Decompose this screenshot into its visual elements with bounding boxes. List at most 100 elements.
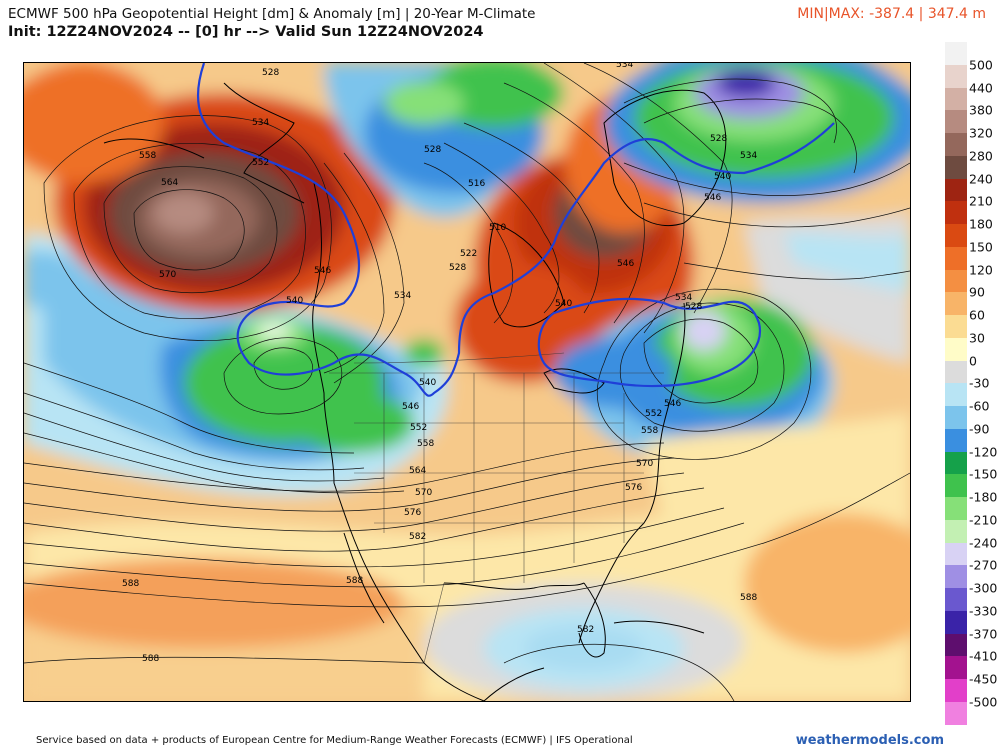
contour-label: 528 bbox=[685, 302, 702, 312]
colorbar-label: 210 bbox=[969, 193, 993, 209]
contour-label: 516 bbox=[468, 179, 485, 189]
contour-label: 510 bbox=[489, 223, 506, 233]
colorbar-label: 280 bbox=[969, 148, 993, 164]
colorbar-label: 90 bbox=[969, 284, 985, 300]
contour-label: 582 bbox=[577, 625, 594, 635]
colorbar-label: -300 bbox=[969, 580, 998, 596]
contour-label: 588 bbox=[740, 593, 757, 603]
colorbar-swatch bbox=[945, 64, 967, 88]
anomaly-colorbar bbox=[945, 42, 967, 732]
colorbar-swatch bbox=[945, 360, 967, 384]
colorbar-swatch bbox=[945, 383, 967, 407]
init-valid-time: Init: 12Z24NOV2024 -- [0] hr --> Valid S… bbox=[8, 24, 484, 40]
colorbar-label: -210 bbox=[969, 512, 998, 528]
chart-title: ECMWF 500 hPa Geopotential Height [dm] &… bbox=[8, 6, 536, 22]
contour-label: 528 bbox=[449, 263, 466, 273]
contour-label: 558 bbox=[139, 151, 156, 161]
colorbar-swatch bbox=[945, 246, 967, 270]
colorbar-swatch bbox=[945, 133, 967, 157]
contour-label: 570 bbox=[636, 459, 653, 469]
colorbar-swatch bbox=[945, 633, 967, 657]
contour-label: 534 bbox=[616, 63, 633, 70]
contour-label: 534 bbox=[252, 118, 269, 128]
colorbar-label: 380 bbox=[969, 102, 993, 118]
source-attribution: Service based on data + products of Euro… bbox=[36, 735, 633, 746]
colorbar-label: 0 bbox=[969, 353, 977, 368]
colorbar-swatch bbox=[945, 87, 967, 111]
colorbar-swatch bbox=[945, 656, 967, 680]
colorbar-swatch bbox=[945, 292, 967, 316]
political-borders bbox=[329, 352, 664, 664]
contour-label: 546 bbox=[617, 259, 634, 269]
colorbar-label: -270 bbox=[969, 557, 998, 573]
highlight-contours bbox=[196, 63, 835, 397]
colorbar-swatch bbox=[945, 610, 967, 634]
contour-label: 540 bbox=[419, 378, 436, 388]
colorbar-swatch bbox=[945, 224, 967, 248]
anomaly-map: 528 534 558 552 564 570 546 540 534 540 … bbox=[23, 62, 911, 702]
colorbar-label: -180 bbox=[969, 489, 998, 505]
contour-label: 558 bbox=[417, 439, 434, 449]
colorbar-label: 30 bbox=[969, 330, 985, 346]
colorbar-swatch bbox=[945, 519, 967, 543]
colorbar-swatch bbox=[945, 497, 967, 521]
colorbar-label: 60 bbox=[969, 307, 985, 323]
contour-label: 546 bbox=[402, 402, 419, 412]
contour-label: 540 bbox=[714, 172, 731, 182]
contour-label: 564 bbox=[409, 466, 426, 476]
contour-label: 570 bbox=[159, 270, 176, 280]
contour-label: 564 bbox=[161, 178, 178, 188]
colorbar-swatch bbox=[945, 701, 967, 725]
min-max-readout: MIN|MAX: -387.4 | 347.4 m bbox=[797, 6, 986, 22]
contour-label: 552 bbox=[645, 409, 662, 419]
colorbar-swatch bbox=[945, 588, 967, 612]
colorbar-swatch bbox=[945, 155, 967, 179]
contour-label: 540 bbox=[555, 299, 572, 309]
colorbar-label: 500 bbox=[969, 57, 993, 73]
height-contours bbox=[24, 63, 910, 701]
contour-label: 558 bbox=[641, 426, 658, 436]
contour-labels: 528 534 558 552 564 570 546 540 534 540 … bbox=[122, 63, 757, 664]
colorbar-label: -60 bbox=[969, 398, 990, 414]
colorbar-label: -90 bbox=[969, 421, 990, 437]
contour-label: 588 bbox=[142, 654, 159, 664]
anomaly-shading bbox=[24, 63, 910, 701]
contour-label: 534 bbox=[675, 293, 692, 303]
colorbar-swatch bbox=[945, 178, 967, 202]
contour-label: 576 bbox=[625, 483, 642, 493]
colorbar-label: -240 bbox=[969, 535, 998, 550]
contour-label: 552 bbox=[410, 423, 427, 433]
colorbar-swatch bbox=[945, 110, 967, 134]
site-credit: weathermodels.com bbox=[795, 733, 944, 748]
contour-label: 528 bbox=[710, 134, 727, 144]
colorbar-label: -450 bbox=[969, 671, 998, 687]
colorbar-swatch bbox=[945, 565, 967, 589]
coastlines bbox=[103, 82, 727, 701]
colorbar-label: -410 bbox=[969, 648, 998, 664]
colorbar-swatch bbox=[945, 428, 967, 452]
colorbar-swatch bbox=[945, 201, 967, 225]
contour-label: 528 bbox=[424, 145, 441, 155]
colorbar-label: -330 bbox=[969, 603, 998, 619]
colorbar-label: -30 bbox=[969, 375, 990, 391]
contour-label: 582 bbox=[409, 532, 426, 542]
colorbar-label: 440 bbox=[969, 80, 993, 95]
colorbar-label: -120 bbox=[969, 444, 998, 459]
colorbar-swatch bbox=[945, 474, 967, 498]
colorbar-label: -150 bbox=[969, 466, 998, 482]
map-canvas: 528 534 558 552 564 570 546 540 534 540 … bbox=[24, 63, 910, 701]
colorbar-swatch bbox=[945, 315, 967, 339]
contour-label: 546 bbox=[314, 266, 331, 276]
colorbar-swatch bbox=[945, 42, 967, 66]
contour-label: 588 bbox=[346, 576, 363, 586]
colorbar-swatch bbox=[945, 451, 967, 475]
contour-label: 552 bbox=[252, 158, 269, 168]
colorbar-label: -370 bbox=[969, 626, 998, 641]
contour-label: 588 bbox=[122, 579, 139, 589]
contour-label: 522 bbox=[460, 249, 477, 259]
contour-label: 576 bbox=[404, 508, 421, 518]
colorbar-swatch bbox=[945, 337, 967, 361]
contour-label: 570 bbox=[415, 488, 432, 498]
colorbar-swatch bbox=[945, 679, 967, 703]
contour-label: 546 bbox=[664, 399, 681, 409]
